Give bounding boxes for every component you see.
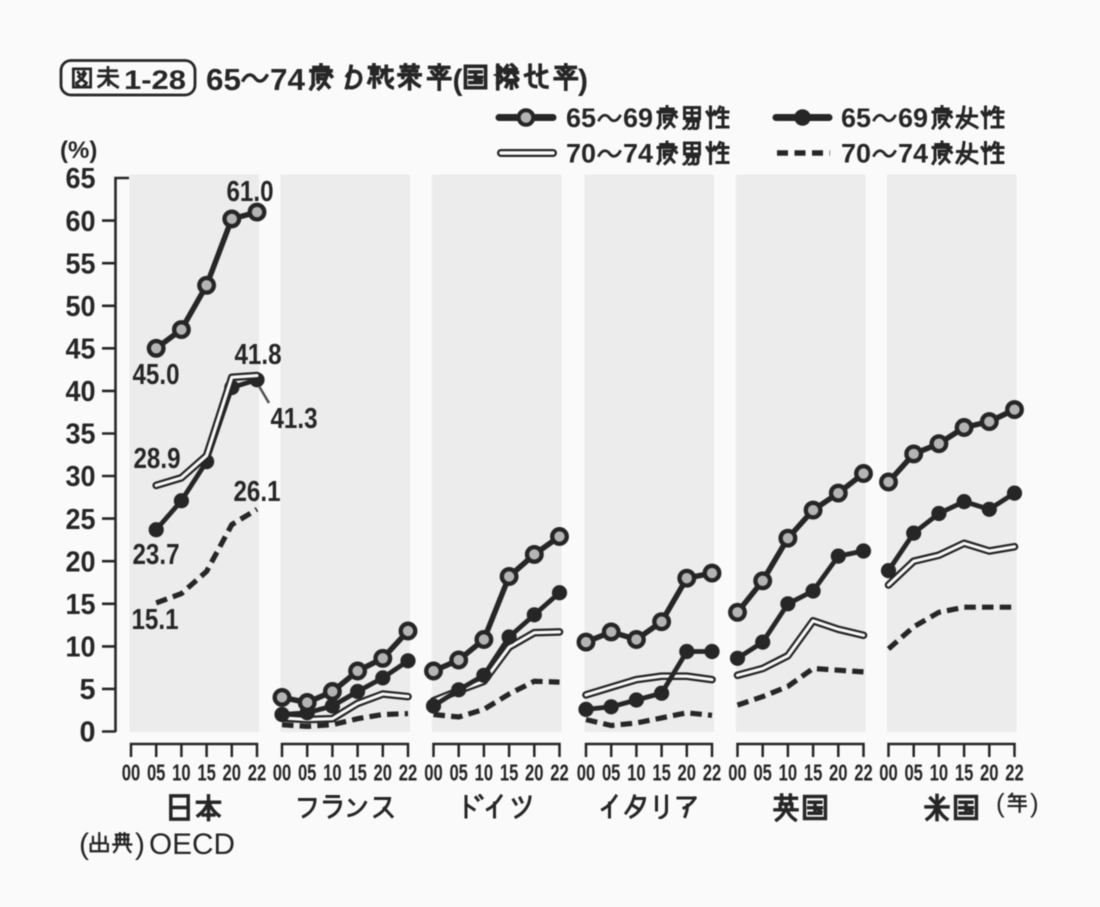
- svg-text:(: (: [79, 828, 89, 861]
- svg-text:22: 22: [248, 760, 267, 786]
- svg-text:70: 70: [841, 139, 871, 169]
- svg-text:20: 20: [66, 546, 96, 578]
- svg-text:65: 65: [841, 103, 871, 133]
- svg-text:60: 60: [66, 206, 96, 238]
- svg-text:25: 25: [66, 504, 96, 536]
- svg-text:00: 00: [728, 760, 747, 786]
- svg-text:05: 05: [602, 760, 621, 786]
- svg-text:00: 00: [424, 760, 443, 786]
- svg-text:00: 00: [273, 760, 292, 786]
- svg-text:10: 10: [779, 760, 798, 786]
- svg-text:30: 30: [66, 461, 96, 493]
- svg-text:26.1: 26.1: [234, 476, 281, 508]
- svg-text:05: 05: [753, 760, 772, 786]
- svg-text:22: 22: [703, 760, 722, 786]
- svg-text:65: 65: [566, 103, 596, 133]
- svg-text:10: 10: [323, 760, 342, 786]
- svg-text:15: 15: [348, 760, 367, 786]
- svg-text:20: 20: [980, 760, 999, 786]
- svg-text:65: 65: [206, 62, 241, 97]
- svg-text:15: 15: [66, 589, 96, 621]
- svg-text:10: 10: [475, 760, 494, 786]
- svg-text:05: 05: [904, 760, 923, 786]
- svg-text:00: 00: [122, 760, 141, 786]
- svg-text:69: 69: [898, 103, 928, 133]
- svg-text:41.8: 41.8: [235, 339, 282, 371]
- svg-text:): ): [1030, 788, 1039, 818]
- svg-text:74: 74: [270, 62, 306, 97]
- svg-text:20: 20: [678, 760, 697, 786]
- svg-text:45: 45: [66, 334, 96, 366]
- svg-text:20: 20: [374, 760, 393, 786]
- svg-text:10: 10: [930, 760, 949, 786]
- svg-text:28.9: 28.9: [134, 443, 181, 475]
- svg-text:22: 22: [399, 760, 418, 786]
- svg-text:20: 20: [829, 760, 848, 786]
- svg-text:20: 20: [525, 760, 544, 786]
- svg-text:): ): [578, 64, 588, 97]
- svg-text:(: (: [996, 788, 1005, 818]
- svg-text:50: 50: [66, 291, 96, 323]
- svg-text:22: 22: [550, 760, 569, 786]
- svg-text:23.7: 23.7: [133, 539, 180, 571]
- svg-text:15: 15: [500, 760, 519, 786]
- svg-text:41.3: 41.3: [271, 403, 318, 435]
- svg-text:OECD: OECD: [149, 828, 235, 861]
- svg-text:15: 15: [955, 760, 974, 786]
- svg-text:05: 05: [449, 760, 468, 786]
- svg-text:45.0: 45.0: [133, 359, 180, 391]
- svg-text:1-28: 1-28: [124, 65, 186, 95]
- svg-text:69: 69: [623, 103, 653, 133]
- svg-text:22: 22: [854, 760, 873, 786]
- svg-text:70: 70: [566, 139, 596, 169]
- svg-text:15.1: 15.1: [132, 604, 179, 636]
- svg-text:65: 65: [66, 163, 96, 195]
- svg-text:10: 10: [627, 760, 646, 786]
- svg-text:(: (: [453, 64, 463, 97]
- svg-text:0: 0: [80, 717, 96, 749]
- svg-text:): ): [135, 828, 145, 861]
- svg-text:61.0: 61.0: [227, 176, 274, 208]
- svg-text:74: 74: [623, 139, 653, 169]
- svg-text:(%): (%): [60, 137, 97, 164]
- svg-text:05: 05: [147, 760, 166, 786]
- svg-text:15: 15: [197, 760, 216, 786]
- svg-text:35: 35: [66, 419, 96, 451]
- svg-text:5: 5: [80, 674, 96, 706]
- svg-text:10: 10: [172, 760, 191, 786]
- svg-text:20: 20: [223, 760, 242, 786]
- svg-text:05: 05: [298, 760, 317, 786]
- svg-text:15: 15: [804, 760, 823, 786]
- svg-text:15: 15: [652, 760, 671, 786]
- svg-text:40: 40: [66, 376, 96, 408]
- svg-text:10: 10: [66, 632, 96, 664]
- svg-text:55: 55: [66, 248, 96, 280]
- svg-text:22: 22: [1005, 760, 1024, 786]
- svg-text:00: 00: [577, 760, 596, 786]
- svg-text:00: 00: [879, 760, 898, 786]
- svg-text:74: 74: [898, 139, 928, 169]
